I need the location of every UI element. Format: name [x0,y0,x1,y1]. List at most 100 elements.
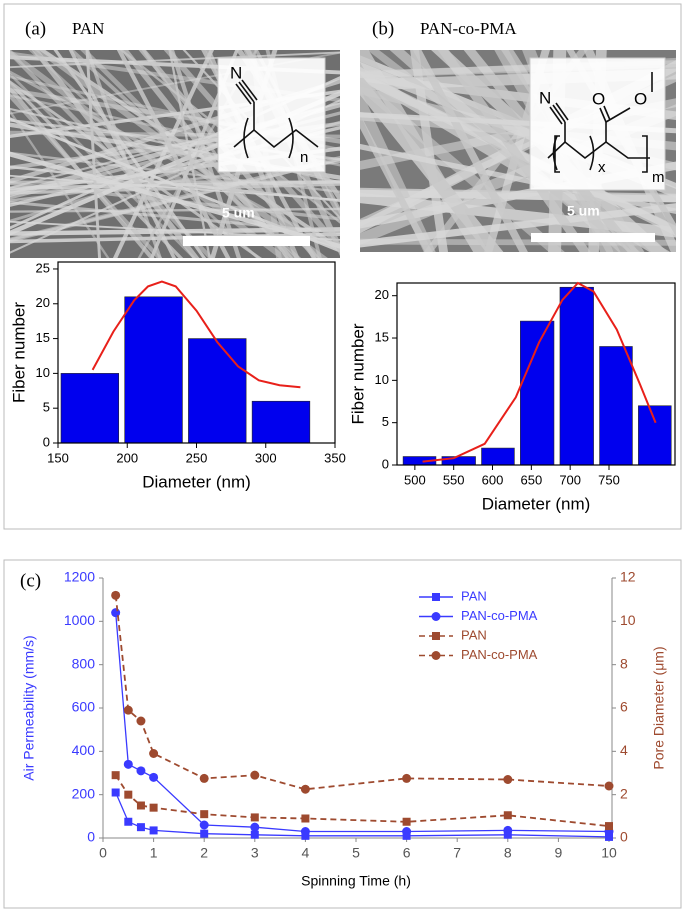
marker [503,825,513,835]
marker [200,829,209,838]
series-line [115,612,610,833]
series-line [115,792,610,838]
y-tick-label: 400 [72,742,96,758]
series-line [114,774,610,827]
fibre [10,92,163,258]
marker [402,773,412,783]
x-tick-label: 300 [255,450,277,465]
fibre [168,50,211,258]
marker [111,788,120,797]
marker [149,772,159,782]
marker [402,817,411,826]
plot-frame [396,282,676,466]
marker [605,822,613,831]
y-tick-label: 0 [382,456,389,471]
y-tick-label: 1200 [64,569,95,585]
sem-image [360,50,676,252]
y-tick-label: 10 [375,372,389,387]
y2-tick-label: 4 [620,742,628,758]
bar [520,320,555,466]
marker [432,593,440,601]
y-tick-label: 0 [87,829,95,845]
marker [605,832,613,841]
fibre [169,50,242,258]
y-tick-label: 0 [43,434,50,449]
structure-index: n [300,149,308,166]
marker [432,632,440,640]
fibre [10,151,340,249]
marker [250,770,260,780]
x-tick-label: 700 [559,472,581,487]
structure-atom: O [592,89,605,108]
fibre [10,207,340,213]
y-tick-label: 200 [72,785,96,801]
y2-tick-label: 12 [620,569,636,585]
x-tick-label: 250 [186,450,208,465]
bar [188,338,247,444]
marker [200,810,209,819]
y-tick-label: 1000 [64,612,95,628]
x-tick-label: 9 [555,845,563,861]
y2-axis-label: Pore Diameter (μm) [651,646,667,769]
x-tick-label: 0 [99,845,107,861]
y2-tick-label: 2 [620,785,628,801]
y-tick-label: 20 [36,295,50,310]
panel-frame [3,3,682,530]
fibre [437,50,591,252]
fibre [116,50,231,258]
marker [111,590,121,600]
y2-tick-label: 0 [620,829,628,845]
marker [149,826,158,835]
x-axis-label: Diameter (nm) [142,472,251,491]
marker [111,771,120,780]
marker [250,830,259,839]
x-tick-label: 8 [504,845,512,861]
panel-title: PAN-co-PMA [420,19,517,38]
bar [124,296,183,444]
x-tick-label: 3 [251,845,259,861]
legend-label: PAN [461,588,487,603]
y-axis-label: Fiber number [9,302,28,403]
x-tick-label: 150 [47,450,69,465]
marker [123,705,133,715]
bar [481,447,515,466]
fibre [85,50,102,258]
x-tick-label: 2 [200,845,208,861]
fibre [360,143,676,214]
fibre [10,151,340,194]
structure-index: x [598,159,606,176]
structure-atom: O [634,89,647,108]
x-tick-label: 600 [482,472,504,487]
x-tick-label: 350 [324,450,346,465]
marker [402,827,412,836]
legend-label: PAN [461,627,487,642]
marker [431,612,441,621]
marker [124,817,133,826]
scale-bar [183,236,310,246]
marker [300,784,310,794]
y-axis-label: Fiber number [348,323,367,424]
fibre [10,109,110,258]
structure-atom: N [539,88,551,107]
structure-index: m [652,169,665,186]
x-tick-label: 7 [453,845,461,861]
y2-tick-label: 6 [620,699,628,715]
scale-bar-label: 5 um [567,203,600,219]
marker [250,813,259,822]
marker [431,651,441,660]
fibre [28,50,260,258]
structure-atom: N [230,63,242,82]
marker [250,822,260,832]
panel-label: (b) [372,18,394,39]
fibre [412,50,528,252]
marker [503,811,512,820]
x-tick-label: 6 [403,845,411,861]
bar [638,405,672,466]
fibre [360,73,504,252]
x-tick-label: 5 [352,845,360,861]
fit-curve [422,281,657,463]
bar [441,456,476,466]
y-tick-label: 600 [72,699,96,715]
